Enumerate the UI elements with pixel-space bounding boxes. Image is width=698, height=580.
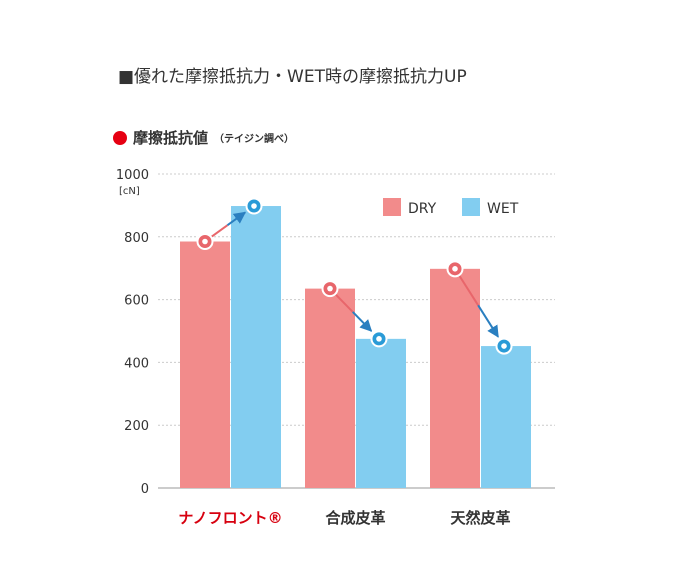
arrow-wet-half (352, 311, 373, 332)
value-markers (196, 197, 513, 355)
x-category-label: 合成皮革 (324, 509, 385, 527)
legend-label: WET (487, 201, 519, 217)
arrow-wet-half (226, 211, 247, 227)
wet-marker-center (376, 336, 382, 342)
arrow-dry-half (333, 292, 354, 313)
x-category-label: ナノフロント® (178, 509, 282, 527)
bars (180, 206, 531, 488)
change-arrows (209, 211, 499, 338)
legend-label: DRY (408, 201, 437, 217)
chart-heading: ■優れた摩擦抵抗力・WET時の摩擦抵抗力UP (118, 67, 467, 87)
y-tick-label: 1000 (116, 168, 149, 183)
red-dot-icon (113, 130, 127, 145)
bar-wet (481, 346, 531, 488)
y-tick-label: 400 (124, 356, 149, 371)
y-tick-label: 0 (141, 482, 149, 497)
legend: DRY WET (383, 198, 519, 217)
arrow-dry-half (457, 273, 480, 306)
chart-subtitle-note: （テイジン調べ） (214, 134, 295, 145)
dry-marker-center (452, 266, 458, 272)
x-axis-labels: ナノフロント® 合成皮革 天然皮革 (178, 509, 510, 527)
bar-dry (430, 268, 480, 488)
bar-wet (356, 338, 406, 488)
bar-wet (231, 206, 281, 488)
wet-marker-center (501, 343, 507, 349)
bar-dry (305, 288, 355, 488)
y-unit-label: [cN] (119, 186, 140, 197)
wet-marker-center (251, 203, 257, 209)
y-tick-label: 200 (124, 419, 149, 434)
arrow-dry-half (209, 224, 229, 239)
arrow-wet-half (477, 304, 499, 338)
bar-dry (180, 241, 230, 488)
chart-subtitle: 摩擦抵抗値 (133, 129, 209, 147)
y-axis: 0 200 400 600 800 1000 [cN] (116, 168, 149, 497)
chart-subheading: 摩擦抵抗値 （テイジン調べ） (113, 127, 294, 148)
legend-swatch (383, 198, 401, 216)
dry-marker-center (202, 238, 208, 245)
legend-swatch (462, 198, 480, 216)
y-tick-label: 800 (124, 231, 149, 246)
dry-marker-center (327, 285, 333, 292)
x-category-label: 天然皮革 (450, 509, 510, 527)
y-tick-label: 600 (124, 294, 149, 309)
